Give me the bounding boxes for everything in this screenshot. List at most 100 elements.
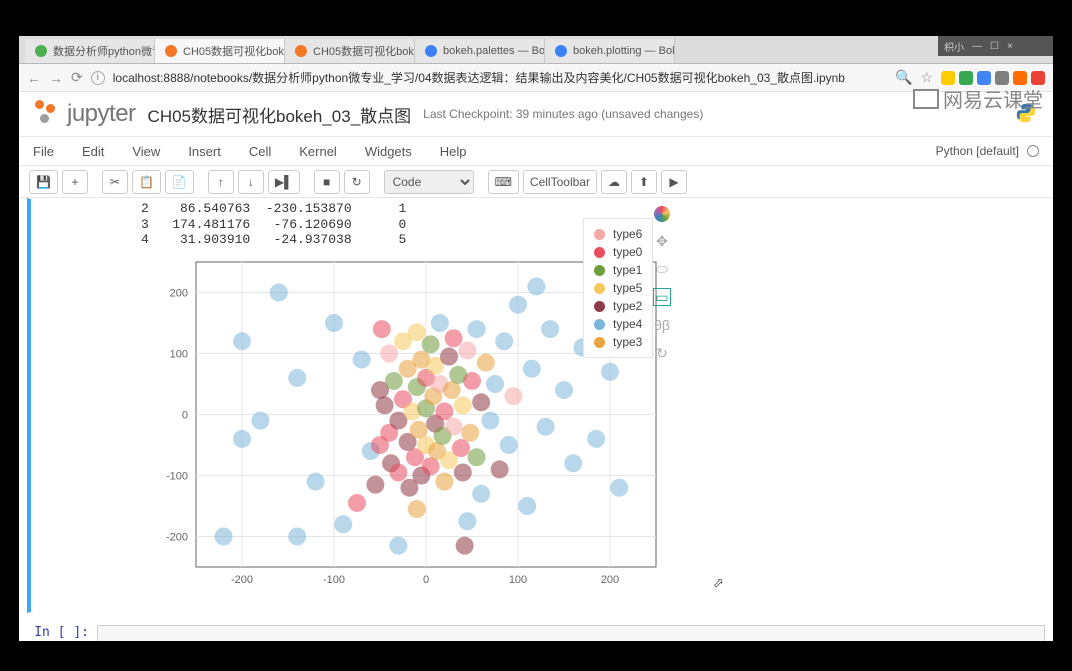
toolbar-button[interactable]: ✂ [102,170,128,194]
window-max-icon[interactable]: ☐ [990,41,999,52]
pan-tool-icon[interactable]: ✥ [653,232,671,250]
toolbar-button[interactable]: ☁ [601,170,627,194]
browser-tab[interactable]: CH05数据可视化bokeh× [155,39,285,63]
bokeh-logo-icon[interactable] [654,206,670,222]
code-cell[interactable]: 2 86.540763 -230.153870 1 3 174.481176 -… [27,198,1045,613]
legend-item[interactable]: type6 [594,225,642,243]
browser-tab[interactable]: 数据分析师python微专× [25,39,155,63]
toolbar-button[interactable]: 📋 [132,170,161,194]
cell-type-select[interactable]: Code [384,170,474,194]
in-prompt: In [ ]: [27,625,97,641]
code-input[interactable] [97,625,1045,641]
legend-label: type0 [613,245,642,259]
toolbar-button[interactable]: + [62,170,88,194]
toolbar-button[interactable]: ▶ [661,170,687,194]
legend-swatch-icon [594,229,605,240]
svg-text:100: 100 [509,574,527,586]
watermark-icon [915,91,937,107]
svg-text:0: 0 [423,574,429,586]
legend-item[interactable]: type4 [594,315,642,333]
url-text[interactable]: localhost:8888/notebooks/数据分析师python微专业_… [113,69,887,86]
legend-label: type4 [613,317,642,331]
svg-text:-200: -200 [231,574,253,586]
box-select-tool-icon[interactable]: ▭ [653,288,671,306]
jupyter-logo[interactable]: jupyter [33,100,136,128]
menu-cell[interactable]: Cell [249,144,271,159]
legend[interactable]: type6 type0 type1 type5type2 type4 type3 [583,218,653,358]
reset-tool-icon[interactable]: ↻ [653,344,671,362]
toolbar-button[interactable]: ⌨ [488,170,519,194]
menu-widgets[interactable]: Widgets [365,144,412,159]
notebook-title[interactable]: CH05数据可视化bokeh_03_散点图 [148,102,412,127]
window-min-icon[interactable]: — [972,41,982,52]
lasso-tool-icon[interactable]: ⬭ [653,260,671,278]
menu-view[interactable]: View [132,144,160,159]
toolbar-button[interactable]: ↻ [344,170,370,194]
watermark: 网易云课堂 [915,84,1043,113]
extension-icon[interactable] [1031,71,1045,85]
empty-code-cell[interactable]: In [ ]: [27,625,1045,641]
cell-output-text: 2 86.540763 -230.153870 1 3 174.481176 -… [31,199,1044,252]
kernel-name[interactable]: Python [default] [936,144,1019,158]
extension-icon[interactable] [1013,71,1027,85]
toolbar-button[interactable]: ■ [314,170,340,194]
legend-item[interactable]: type5 [594,279,642,297]
bokeh-toolbar: ✥ ⬭ ▭ θβ ↻ [653,206,671,362]
favicon-icon [35,45,47,57]
browser-tab[interactable]: CH05数据可视化bokeh× [285,39,415,63]
toolbar-button[interactable]: ↓ [238,170,264,194]
menu-help[interactable]: Help [440,144,467,159]
forward-icon[interactable]: → [49,70,63,86]
menu-edit[interactable]: Edit [82,144,104,159]
legend-item[interactable]: type3 [594,333,642,351]
legend-item[interactable]: type0 [594,243,642,261]
search-icon[interactable]: 🔍 [895,69,912,86]
figure-wrap: -200-1000100200-200-1000100200 type6type… [101,252,1044,612]
address-bar: ← → ⟳ i localhost:8888/notebooks/数据分析师py… [19,64,1053,92]
window-titlebar: 枳小 — ☐ × [938,36,1053,56]
menu-insert[interactable]: Insert [188,144,221,159]
reload-icon[interactable]: ⟳ [71,69,83,86]
legend-item[interactable]: type1 [594,261,642,279]
menu-file[interactable]: File [33,144,54,159]
legend-swatch-icon [594,319,605,330]
extension-icon[interactable] [995,71,1009,85]
window-close-icon[interactable]: × [1007,41,1013,52]
checkpoint-text: Last Checkpoint: 39 minutes ago (unsaved… [423,107,703,121]
tab-label: CH05数据可视化bokeh [183,43,285,59]
legend-item[interactable]: type2 [594,297,642,315]
svg-text:100: 100 [170,348,188,360]
back-icon[interactable]: ← [27,70,41,86]
info-icon[interactable]: i [91,71,105,85]
favicon-icon [425,45,437,57]
notebook-area: 2 86.540763 -230.153870 1 3 174.481176 -… [19,198,1053,641]
browser-tabs: 数据分析师python微专×CH05数据可视化bokeh×CH05数据可视化bo… [19,36,1053,64]
legend-swatch-icon [594,301,605,312]
scatter-plot[interactable]: -200-1000100200-200-1000100200 [101,252,591,612]
window-title: 枳小 [944,39,964,54]
tab-label: CH05数据可视化bokeh [313,43,415,59]
toolbar-button[interactable]: ↑ [208,170,234,194]
extension-icon[interactable] [977,71,991,85]
svg-text:200: 200 [170,287,188,299]
favicon-icon [165,45,177,57]
svg-text:-100: -100 [166,470,188,482]
kernel-indicator-icon [1027,145,1039,157]
browser-tab[interactable]: bokeh.plotting — Bok...× [545,39,675,63]
toolbar-button[interactable]: CellToolbar [523,170,597,194]
favicon-icon [295,45,307,57]
browser-tab[interactable]: bokeh.palettes — Bo...× [415,39,545,63]
extension-icon[interactable] [959,71,973,85]
wheel-zoom-tool-icon[interactable]: θβ [653,316,671,334]
toolbar-button[interactable]: 📄 [165,170,194,194]
legend-label: type3 [613,335,642,349]
extension-icon[interactable] [941,71,955,85]
toolbar-button[interactable]: ▶▌ [268,170,300,194]
toolbar-button[interactable]: 💾 [29,170,58,194]
toolbar-button[interactable]: ⬆ [631,170,657,194]
svg-text:200: 200 [601,574,619,586]
menu-kernel[interactable]: Kernel [299,144,337,159]
jupyter-header: jupyter CH05数据可视化bokeh_03_散点图 Last Check… [19,92,1053,136]
legend-label: type1 [613,263,642,277]
legend-swatch-icon [594,283,605,294]
